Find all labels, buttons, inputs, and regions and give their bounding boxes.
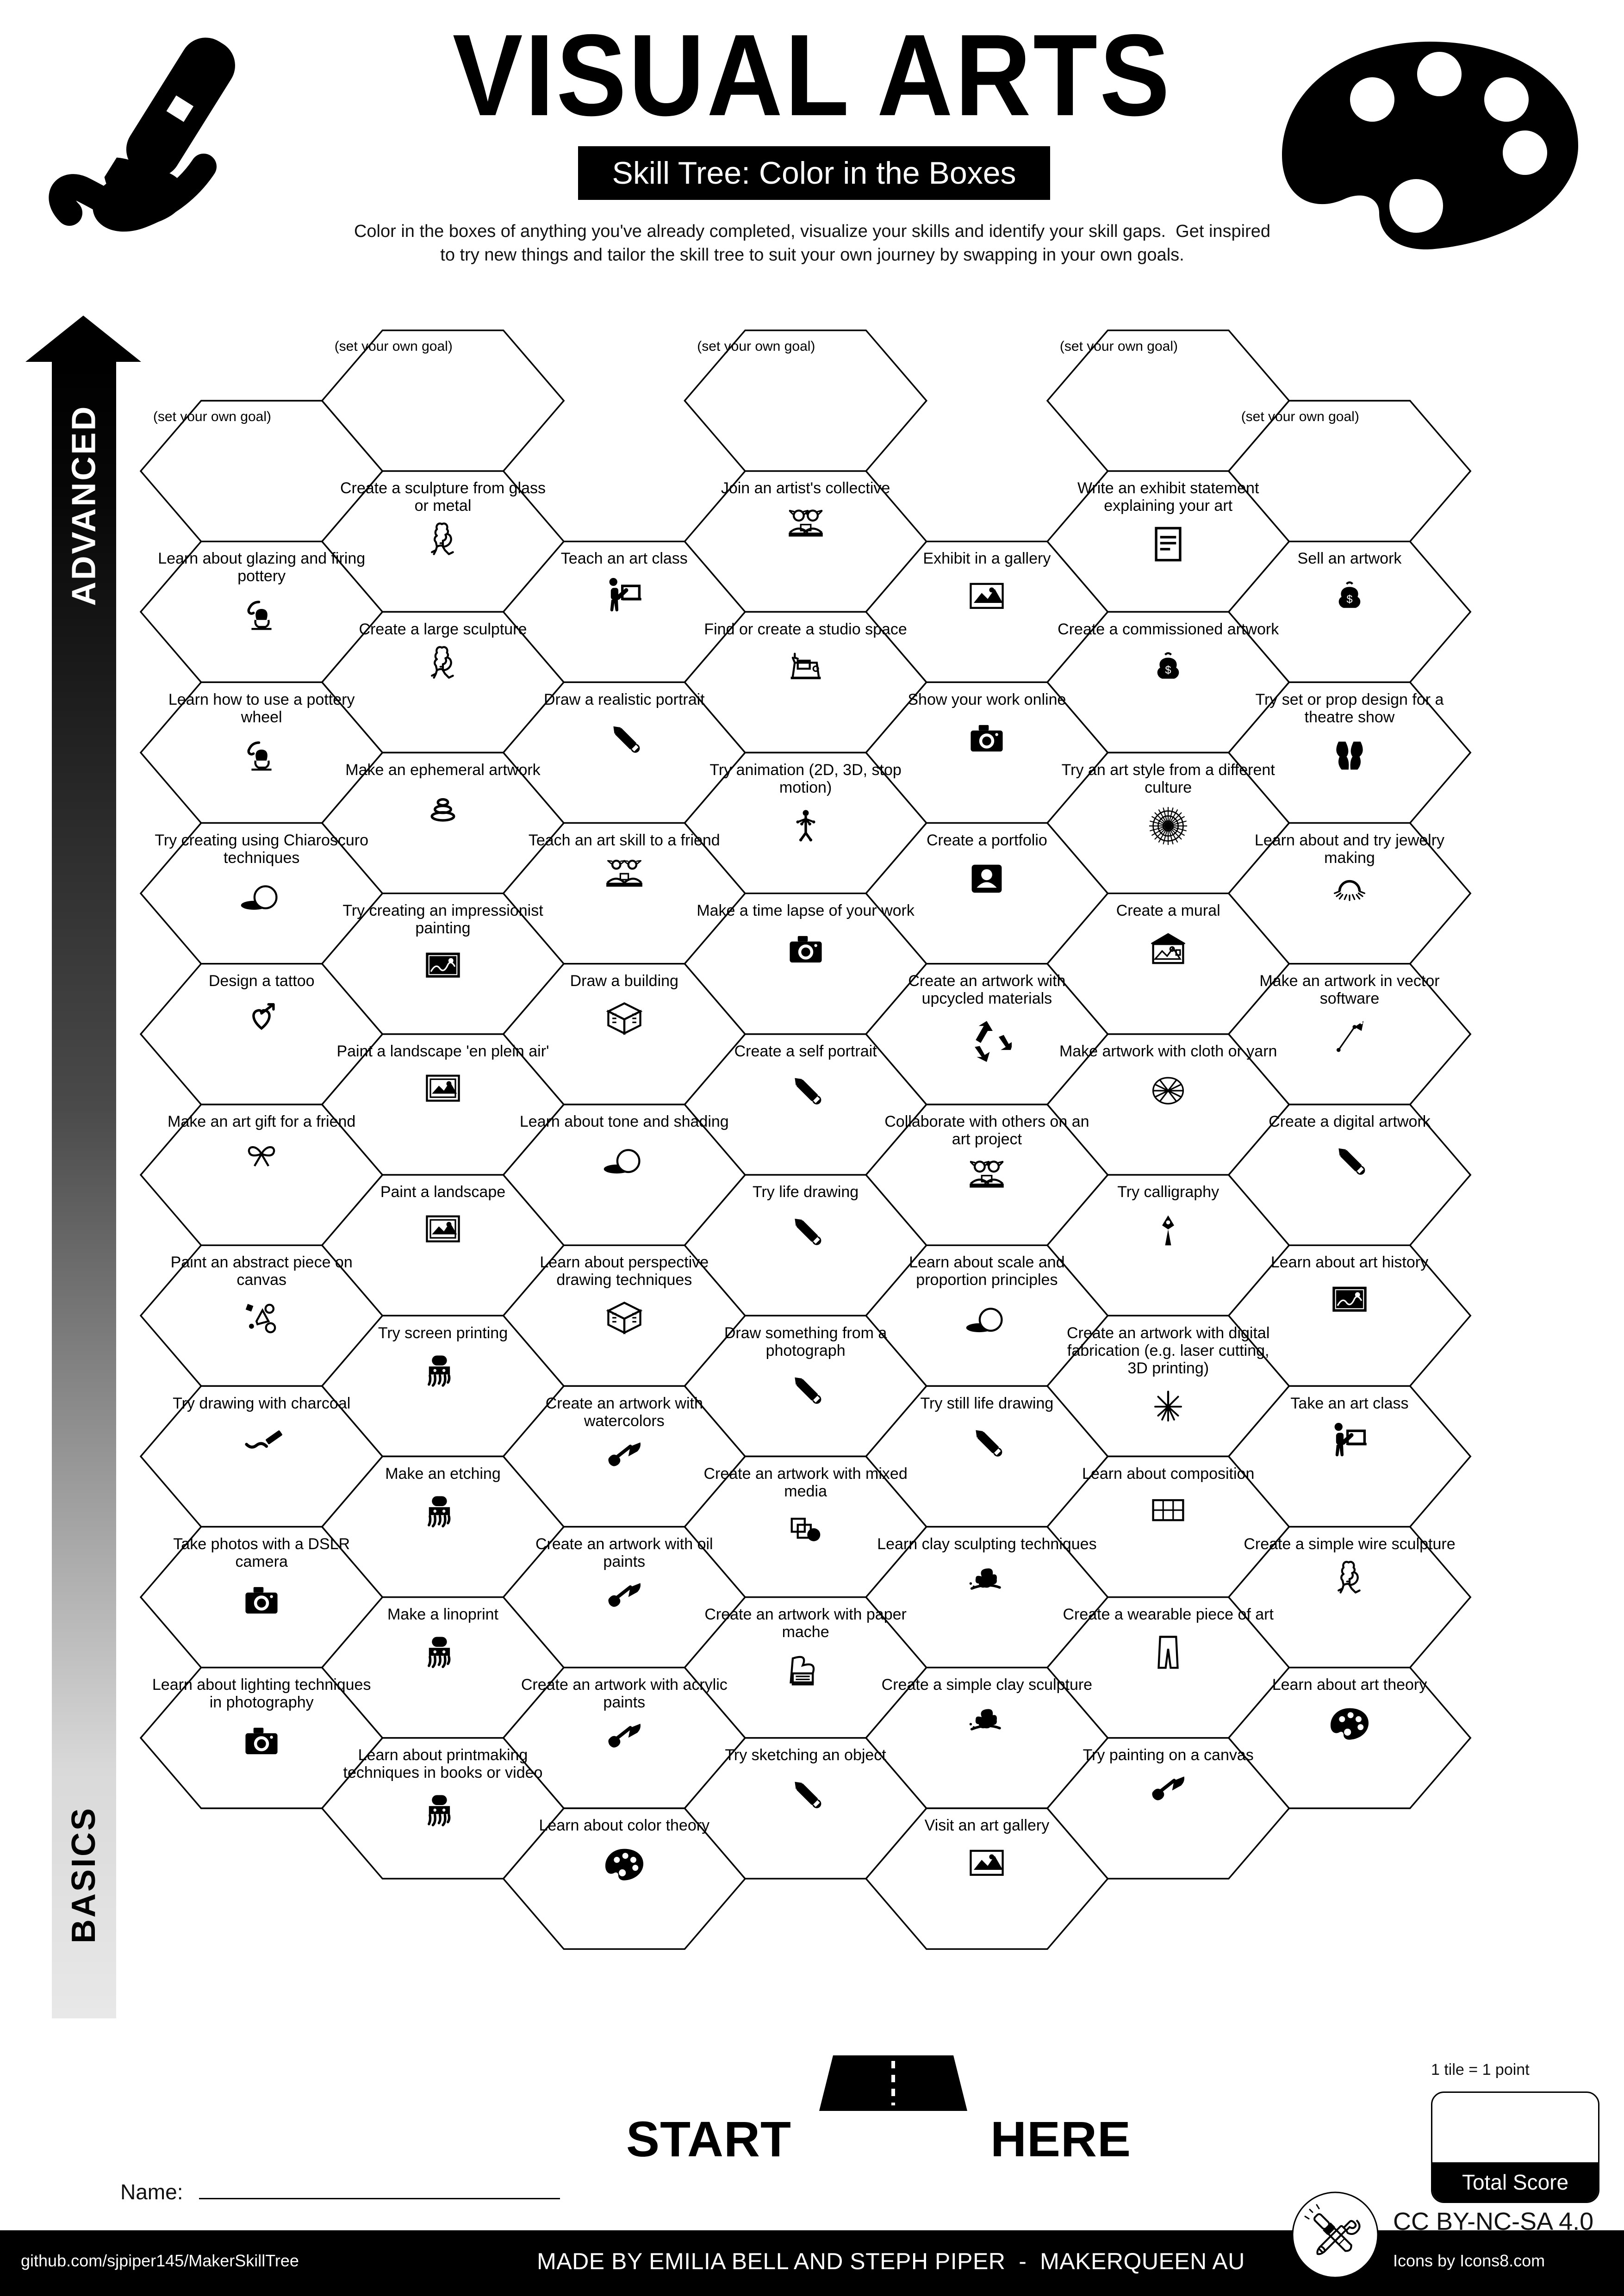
svg-text:$: $ [1165, 664, 1171, 676]
svg-text:$: $ [1346, 593, 1352, 606]
